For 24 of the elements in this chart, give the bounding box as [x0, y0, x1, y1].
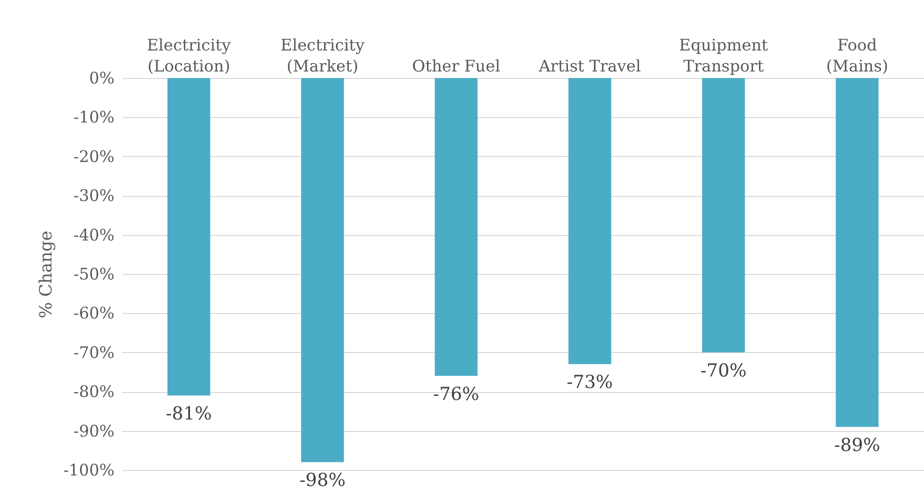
y-tick-label: -20%	[74, 146, 114, 166]
y-tick-label: -40%	[74, 225, 114, 244]
x-tick-label: Equipment Transport	[679, 36, 769, 76]
data-label: -81%	[166, 404, 212, 425]
x-tick-label: Food (Mains)	[826, 36, 888, 76]
y-tick-label: -80%	[74, 382, 114, 402]
y-tick-label: -10%	[74, 108, 114, 127]
y-tick-label: 0%	[89, 68, 114, 88]
y-tick-label: -100%	[63, 460, 114, 480]
y-tick-label: -90%	[74, 421, 114, 440]
y-tick-label: -30%	[74, 186, 114, 206]
data-label: -89%	[834, 434, 880, 456]
data-label: -73%	[566, 372, 613, 394]
y-tick-label: -50%	[74, 264, 114, 284]
data-label: -76%	[433, 384, 480, 405]
x-tick-label: Electricity (Market)	[280, 36, 364, 76]
x-tick-label: Electricity (Location)	[146, 36, 231, 76]
x-tick-label: Other Fuel	[412, 56, 500, 76]
x-tick-label: Artist Travel	[538, 56, 641, 76]
data-label: -98%	[299, 470, 346, 492]
y-tick-label: -60%	[74, 304, 114, 323]
y-tick-label: -70%	[74, 342, 114, 362]
y-axis-title: % Change	[36, 230, 56, 318]
data-label: -70%	[700, 360, 747, 382]
